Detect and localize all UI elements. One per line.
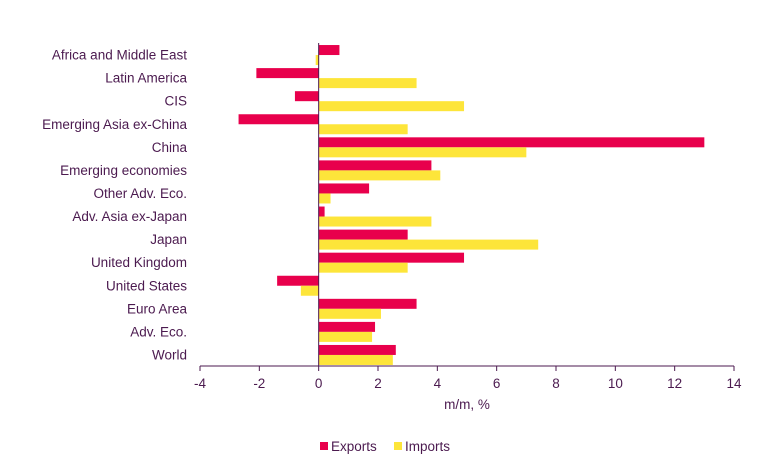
bar-exports-adv-eco — [318, 321, 376, 332]
bar-imports-emerging-asia-ex-china — [318, 124, 408, 135]
category-label-other-adv-eco: Other Adv. Eco. — [93, 186, 187, 201]
x-axis-title: m/m, % — [444, 397, 490, 412]
legend-label-exports: Exports — [331, 439, 377, 454]
x-tick-label: 6 — [493, 376, 501, 391]
x-tick-label: 2 — [374, 376, 382, 391]
legend-swatch-exports — [320, 442, 328, 450]
bar-imports-emerging-economies — [318, 170, 441, 181]
legend-swatch-imports — [394, 442, 402, 450]
x-axis-ticks: -4 -2 0 2 4 6 8 10 12 14 — [194, 366, 742, 391]
category-label-emerging-economies: Emerging economies — [60, 163, 187, 178]
bar-exports-emerging-economies — [318, 160, 432, 171]
category-label-adv-asia-ex-japan: Adv. Asia ex-Japan — [72, 209, 187, 224]
category-label-africa-and-middle-east: Africa and Middle East — [52, 48, 187, 63]
bar-imports-world — [318, 354, 393, 365]
bar-imports-africa-and-middle-east — [315, 55, 319, 66]
bar-exports-emerging-asia-ex-china — [238, 114, 319, 125]
bar-imports-latin-america — [318, 78, 417, 89]
bar-exports-japan — [318, 229, 408, 240]
category-label-emerging-asia-ex-china: Emerging Asia ex-China — [42, 117, 187, 132]
bar-exports-world — [318, 344, 396, 355]
category-label-china: China — [152, 140, 188, 155]
x-tick-label: 12 — [667, 376, 682, 391]
bar-imports-united-states — [300, 285, 319, 296]
category-label-euro-area: Euro Area — [127, 301, 188, 316]
category-labels: Africa and Middle East Latin America CIS Em… — [42, 48, 187, 363]
category-label-adv-eco: Adv. Eco. — [130, 324, 187, 339]
category-label-latin-america: Latin America — [105, 71, 187, 86]
x-tick-label: 14 — [726, 376, 742, 391]
category-label-world: World — [152, 347, 187, 362]
bar-exports-other-adv-eco — [318, 183, 370, 194]
legend-label-imports: Imports — [405, 439, 450, 454]
bar-exports-adv-asia-ex-japan — [318, 206, 325, 217]
x-tick-label: 0 — [315, 376, 323, 391]
x-tick-label: -2 — [253, 376, 265, 391]
bar-imports-adv-asia-ex-japan — [318, 216, 432, 227]
x-tick-label: -4 — [194, 376, 206, 391]
legend: Exports Imports — [320, 439, 450, 454]
bar-exports-latin-america — [256, 68, 319, 79]
bar-imports-china — [318, 147, 527, 158]
category-label-japan: Japan — [150, 232, 187, 247]
category-label-united-states: United States — [106, 278, 187, 293]
x-tick-label: 10 — [608, 376, 623, 391]
bar-exports-united-states — [277, 275, 319, 286]
category-label-united-kingdom: United Kingdom — [91, 255, 187, 270]
bar-exports-china — [318, 137, 705, 148]
bar-imports-euro-area — [318, 308, 381, 319]
bar-exports-euro-area — [318, 298, 417, 309]
x-tick-label: 8 — [552, 376, 560, 391]
bar-exports-cis — [294, 91, 319, 102]
bar-imports-adv-eco — [318, 331, 373, 342]
bars — [238, 45, 705, 365]
category-label-cis: CIS — [164, 94, 187, 109]
bar-imports-other-adv-eco — [318, 193, 331, 204]
bar-imports-cis — [318, 101, 465, 112]
bar-imports-japan — [318, 239, 539, 250]
bar-exports-africa-and-middle-east — [318, 45, 340, 56]
bar-imports-united-kingdom — [318, 262, 408, 273]
x-tick-label: 4 — [434, 376, 442, 391]
bar-exports-united-kingdom — [318, 252, 465, 263]
